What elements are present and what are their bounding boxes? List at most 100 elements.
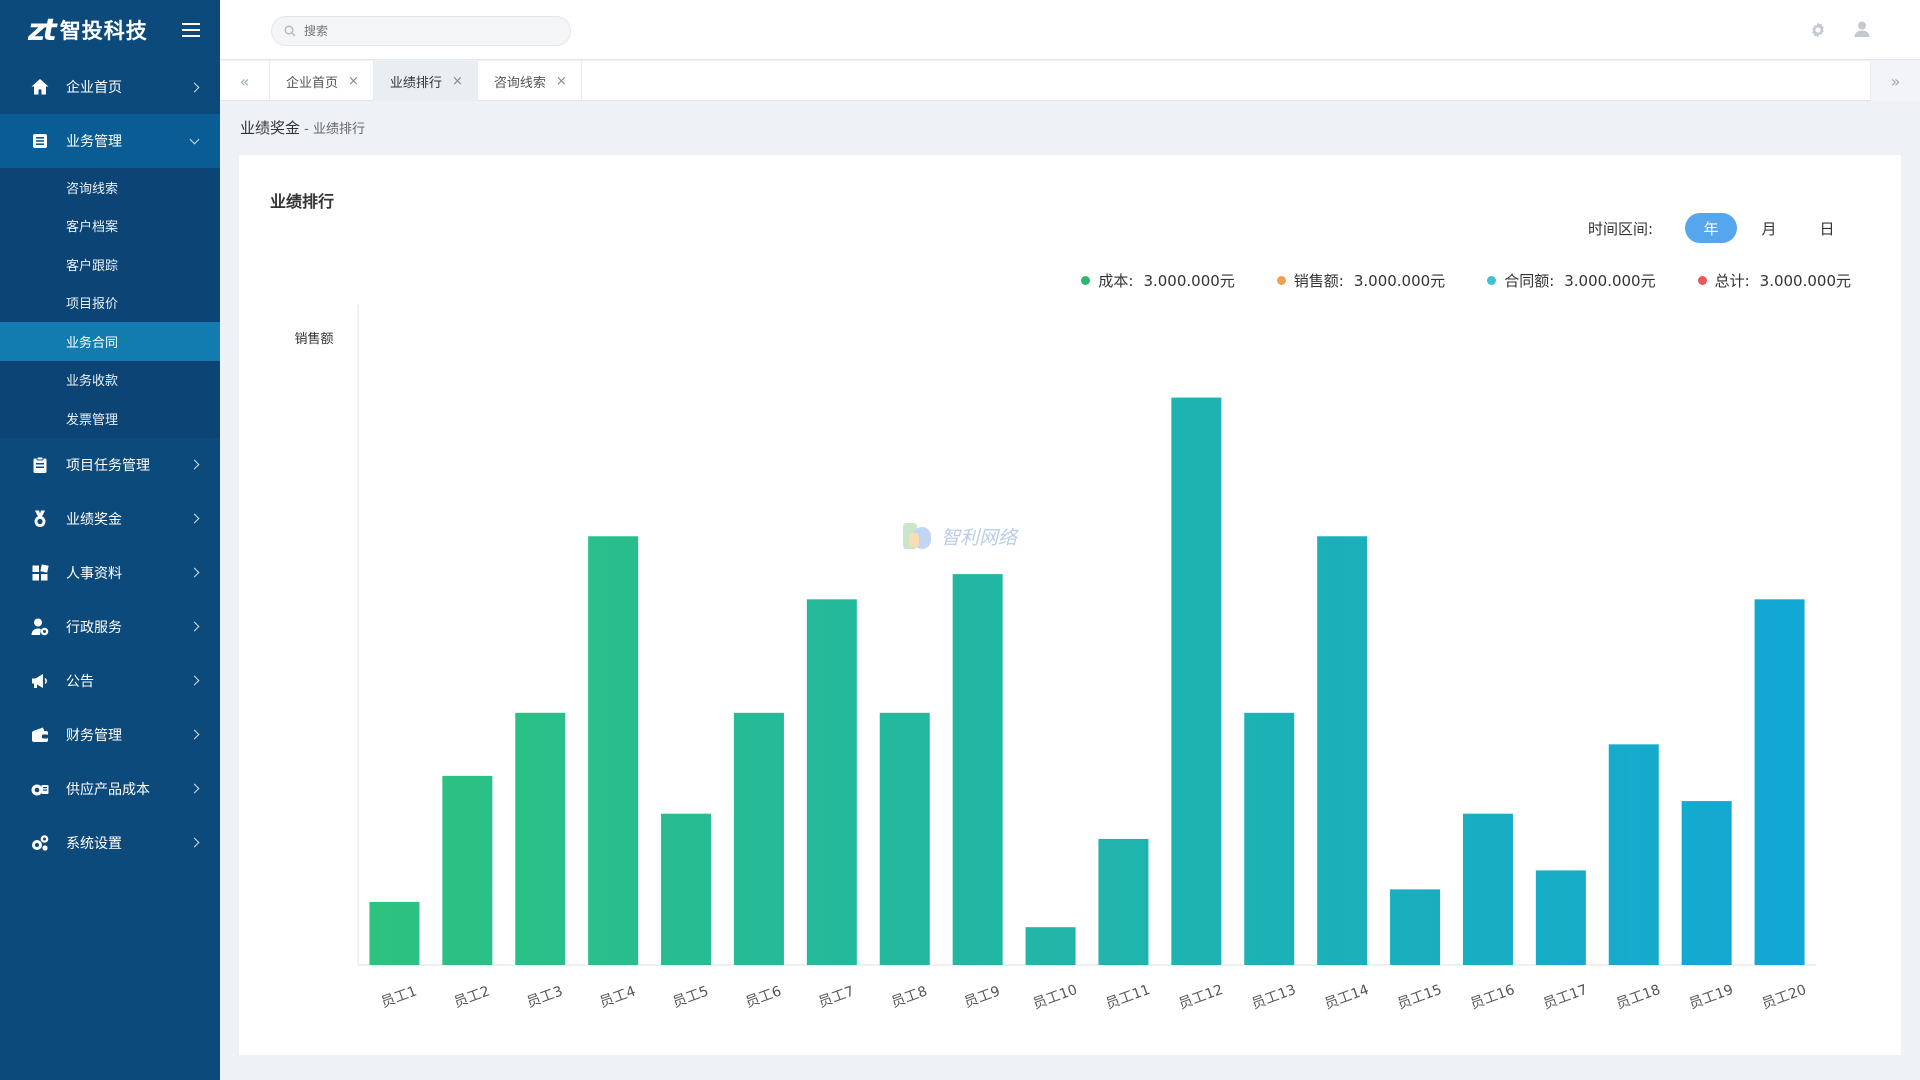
search-input[interactable]	[304, 24, 544, 38]
chart-bar[interactable]	[588, 536, 639, 965]
settings-gear-icon[interactable]	[1808, 20, 1828, 40]
legend-dot	[1487, 276, 1497, 285]
chart-bar[interactable]	[369, 901, 420, 965]
chevron-right-icon	[189, 675, 200, 686]
chart-bar[interactable]	[1025, 927, 1076, 965]
legend-value: 3.000.000元	[1759, 272, 1851, 290]
logo-text: 智投科技	[59, 19, 148, 43]
x-tick-label: 员工13	[1250, 982, 1299, 1013]
chevron-right-icon	[189, 513, 200, 524]
sidebar-subitem[interactable]: 客户跟踪	[66, 258, 119, 274]
chevron-right-icon	[189, 621, 200, 632]
chart-bar[interactable]	[1390, 889, 1441, 965]
search-icon	[284, 25, 296, 37]
sidebar-subitem[interactable]: 业务合同	[0, 322, 220, 361]
chart-bar[interactable]	[1681, 801, 1732, 965]
breadcrumb-separator: -	[300, 122, 313, 137]
chart-bar[interactable]	[952, 574, 1003, 965]
sidebar-item[interactable]: 行政服务	[0, 600, 220, 654]
chart-bar[interactable]	[1535, 870, 1586, 965]
legend-label: 合同额:	[1504, 272, 1555, 290]
sidebar-item[interactable]: 系统设置	[0, 816, 220, 870]
x-tick-label: 员工2	[452, 983, 492, 1011]
chart-bar[interactable]	[515, 712, 566, 965]
chart-bar[interactable]	[661, 813, 712, 965]
chart-bar[interactable]	[879, 712, 930, 965]
sidebar-item[interactable]: 业务管理	[0, 114, 220, 168]
period-button[interactable]: 月	[1761, 219, 1777, 238]
legend-value: 3.000.000元	[1143, 272, 1235, 290]
breadcrumb-parent[interactable]: 业绩奖金	[240, 119, 301, 137]
sidebar-item-label: 业绩奖金	[66, 511, 122, 528]
logo-bar: zt 智投科技	[0, 0, 220, 60]
supply-icon	[30, 779, 50, 799]
tab-scroll-left-icon[interactable]: «	[220, 61, 270, 101]
sidebar-item[interactable]: 公告	[0, 654, 220, 708]
tab-close-icon[interactable]: ×	[451, 73, 463, 89]
megaphone-icon	[30, 671, 50, 691]
chart-bar[interactable]	[733, 712, 784, 965]
sidebar-item[interactable]: 财务管理	[0, 708, 220, 762]
chevron-right-icon	[189, 459, 200, 470]
legend-item: 合同额: 3.000.000元	[1487, 270, 1656, 291]
x-tick-label: 员工17	[1541, 982, 1590, 1013]
tab-label: 企业首页	[286, 75, 339, 91]
watermark-logo-icon	[903, 523, 931, 549]
chart-legend: 成本: 3.000.000元 销售额: 3.000.000元 合同额: 3.000.000…	[1039, 270, 1851, 291]
list-icon	[30, 131, 50, 151]
tab-close-icon[interactable]: ×	[348, 73, 359, 89]
sidebar-subitem[interactable]: 业务收款	[66, 374, 119, 390]
topbar	[220, 0, 1920, 60]
chevron-down-icon	[189, 134, 200, 144]
sidebar-item[interactable]: 业绩奖金	[0, 492, 220, 546]
sidebar-subitem[interactable]: 客户档案	[66, 220, 119, 236]
legend-item: 总计: 3.000.000元	[1697, 270, 1851, 291]
legend-dot	[1081, 276, 1091, 285]
sidebar-item[interactable]: 人事资料	[0, 546, 220, 600]
user-icon[interactable]	[1852, 19, 1872, 39]
chart-bar[interactable]	[1171, 397, 1222, 965]
tab-scroll-right-icon[interactable]: »	[1870, 61, 1920, 101]
tab[interactable]: 业绩排行 ×	[373, 61, 478, 101]
legend-value: 3.000.000元	[1564, 272, 1656, 290]
watermark-text: 智利网络	[941, 526, 1018, 549]
sidebar-item[interactable]: 企业首页	[0, 60, 220, 114]
x-tick-label: 员工18	[1614, 982, 1663, 1013]
chart-bar[interactable]	[806, 599, 857, 965]
sidebar-subitem[interactable]: 发票管理	[66, 412, 119, 428]
sidebar-subitem[interactable]: 咨询线索	[66, 181, 119, 197]
x-tick-label: 员工12	[1177, 982, 1226, 1013]
sidebar-item-label: 企业首页	[66, 80, 122, 96]
sidebar-item[interactable]: 供应产品成本	[0, 762, 220, 816]
tab[interactable]: 企业首页 ×	[270, 61, 374, 101]
chart-bar[interactable]	[1098, 838, 1149, 965]
chevron-right-icon	[189, 729, 200, 740]
breadcrumb: 业绩奖金 - 业绩排行	[240, 117, 365, 138]
menu-toggle-icon[interactable]	[182, 23, 200, 37]
sidebar: zt 智投科技 企业首页业务管理咨询线索客户档案客户跟踪项目报价业务合同业务收款…	[0, 0, 220, 1080]
chart-bar[interactable]	[1244, 712, 1295, 965]
chart-bar[interactable]	[1608, 744, 1659, 965]
tab[interactable]: 咨询线索 ×	[478, 61, 582, 101]
search-box[interactable]	[271, 16, 571, 46]
sidebar-item-label: 业务管理	[66, 134, 122, 150]
card-title: 业绩排行	[270, 192, 335, 211]
chart-bar[interactable]	[1317, 536, 1368, 965]
chart-bar[interactable]	[1754, 599, 1805, 965]
sidebar-subitem[interactable]: 项目报价	[66, 297, 119, 313]
legend-label: 成本:	[1098, 272, 1134, 290]
period-button[interactable]: 年	[1685, 213, 1737, 243]
legend-item: 成本: 3.000.000元	[1081, 270, 1235, 291]
chart-bar[interactable]	[442, 775, 493, 965]
period-button[interactable]: 日	[1819, 219, 1835, 238]
logo-mark: zt	[28, 12, 57, 48]
x-tick-label: 员工7	[816, 983, 856, 1011]
x-tick-label: 员工4	[598, 983, 638, 1011]
chart-bar[interactable]	[1462, 813, 1513, 965]
sidebar-item[interactable]: 项目任务管理	[0, 438, 220, 492]
x-tick-label: 员工15	[1395, 982, 1444, 1013]
x-tick-label: 员工20	[1760, 982, 1809, 1013]
x-tick-label: 员工16	[1468, 982, 1517, 1013]
tab-close-icon[interactable]: ×	[555, 73, 567, 89]
sidebar-item-label: 供应产品成本	[66, 781, 150, 798]
